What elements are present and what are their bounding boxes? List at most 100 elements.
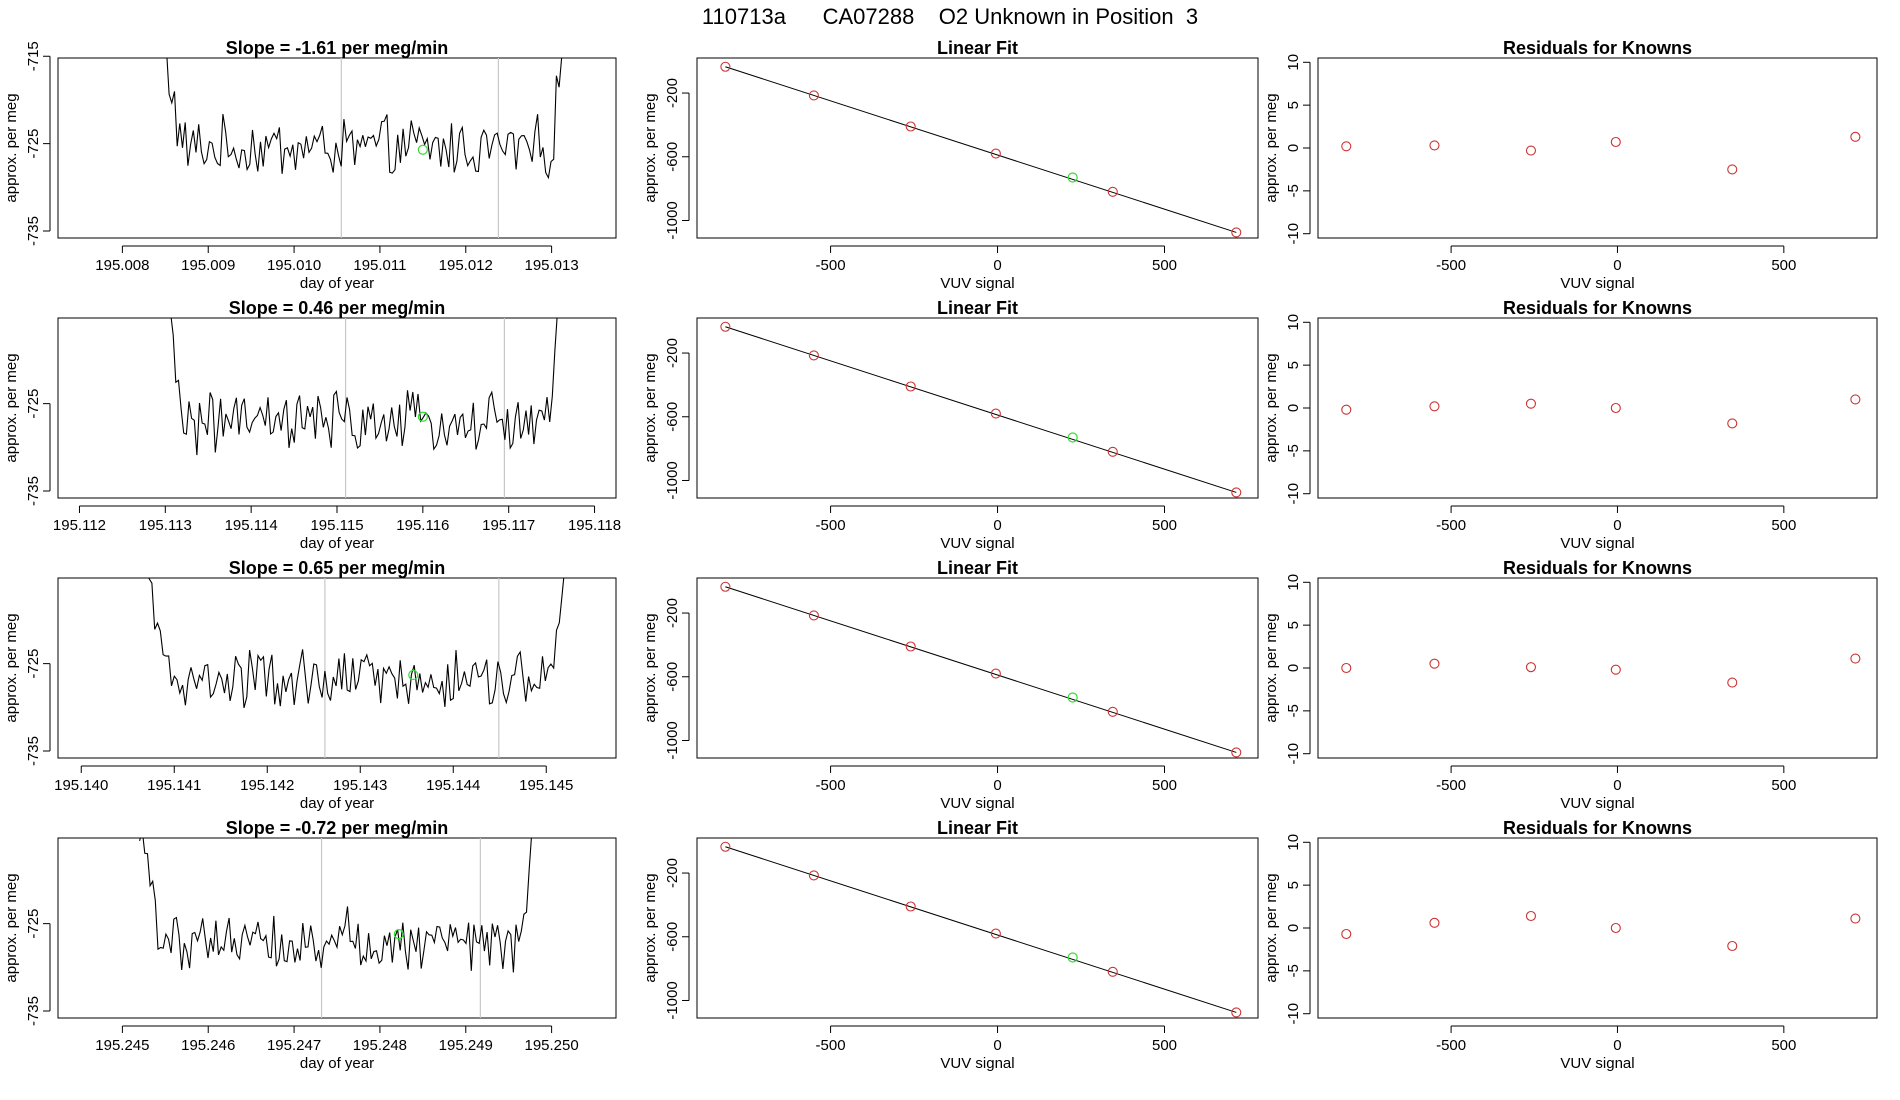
plot-frame — [696, 317, 1259, 499]
x-tick-label: 195.249 — [439, 1037, 493, 1054]
x-tick-label: -500 — [1436, 517, 1466, 534]
x-tick-label: 195.116 — [396, 517, 449, 534]
x-tick-label: -500 — [816, 1037, 846, 1054]
panel-linear_fit-row-3: Linear Fit -500 0 500 VUV signal -200 -600 -100… — [642, 558, 1259, 812]
x-tick-label: 195.248 — [353, 1037, 407, 1054]
residual-point — [1727, 418, 1738, 429]
x-axis: -500 0 500 VUV signal — [1436, 765, 1796, 812]
panel-title: Slope = -0.72 per meg/min — [226, 818, 449, 838]
panel-title: Linear Fit — [937, 818, 1018, 838]
known-standard-point — [808, 90, 819, 101]
x-axis: 195.112 195.113 195.114 195.115 195.116 195.1… — [53, 505, 621, 552]
x-tick-label: 195.013 — [524, 257, 578, 274]
residual-point — [1525, 662, 1537, 673]
y-tick-label: 0 — [1285, 404, 1302, 412]
y-axis: 10 5 0 -5 -10 approx. per meg — [1263, 574, 1311, 765]
panel-residuals-row-1: Residuals for Knowns -500 0 500 VUV signal 10… — [1263, 38, 1878, 292]
x-tick-label: 500 — [1771, 1037, 1796, 1054]
panel-linear_fit-row-4: Linear Fit -500 0 500 VUV signal -200 -600 -100… — [642, 818, 1259, 1072]
panel-residuals-row-2: Residuals for Knowns -500 0 500 VUV signal 10… — [1263, 298, 1878, 552]
residual-point — [1525, 145, 1537, 156]
x-tick-label: 500 — [1771, 257, 1796, 274]
y-axis: -725 -735 approx. per meg — [3, 353, 51, 506]
plot-frame — [1317, 317, 1878, 499]
x-axis-label: VUV signal — [940, 535, 1014, 552]
known-standard-point — [808, 610, 819, 621]
x-axis-label: day of year — [300, 275, 374, 292]
page-title: 110713a CA07288 O2 Unknown in Position 3 — [702, 4, 1198, 29]
residual-point — [1727, 940, 1738, 952]
unknown-sample-point — [1067, 172, 1078, 183]
plot-frame — [57, 577, 617, 759]
x-axis: -500 0 500 VUV signal — [816, 1025, 1177, 1072]
residual-point — [1341, 141, 1352, 152]
y-tick-label: -1000 — [664, 201, 681, 239]
y-tick-label: -10 — [1285, 1003, 1302, 1025]
x-tick-label: -500 — [816, 257, 846, 274]
residual-point — [1610, 402, 1621, 414]
x-tick-label: -500 — [816, 517, 846, 534]
residual-point — [1850, 913, 1861, 924]
known-standard-point — [905, 901, 916, 912]
y-axis-label: approx. per meg — [642, 93, 659, 202]
unknown-sample-point — [1067, 952, 1078, 963]
x-tick-label: 195.113 — [139, 517, 192, 534]
known-standard-point — [1231, 747, 1242, 758]
x-tick-label: 195.245 — [95, 1037, 149, 1054]
x-tick-label: 195.246 — [181, 1037, 235, 1054]
y-axis: -715 -725 -735 approx. per meg — [3, 41, 51, 246]
x-axis: -500 0 500 VUV signal — [816, 505, 1177, 552]
plot-area — [139, 838, 532, 1018]
plot-area — [170, 318, 558, 498]
known-standard-point — [720, 321, 731, 332]
residual-point — [1525, 910, 1537, 922]
x-tick-label: 195.008 — [95, 257, 149, 274]
x-axis: -500 0 500 VUV signal — [1436, 245, 1796, 292]
y-tick-label: -715 — [25, 41, 42, 71]
x-axis-label: VUV signal — [940, 795, 1014, 812]
y-axis: -200 -600 -1000 approx. per meg — [642, 338, 690, 500]
residual-point — [1341, 404, 1352, 415]
x-axis-label: VUV signal — [1560, 275, 1634, 292]
panel-linear_fit-row-1: Linear Fit -500 0 500 VUV signal -200 -600 -100… — [642, 38, 1259, 292]
x-tick-label: -500 — [1436, 1037, 1466, 1054]
known-standard-point — [990, 148, 1001, 159]
panel-title: Linear Fit — [937, 38, 1018, 58]
panel-linear_fit-row-2: Linear Fit -500 0 500 VUV signal -200 -600 -100… — [642, 298, 1259, 552]
per-meg-trace-line — [148, 578, 565, 709]
y-tick-label: 0 — [1285, 924, 1302, 932]
plot-area — [166, 58, 563, 238]
y-tick-label: -725 — [25, 389, 42, 419]
plot-frame — [696, 57, 1259, 239]
x-axis: 195.140 195.141 195.142 195.143 195.144 195.1… — [54, 765, 573, 812]
x-axis-label: VUV signal — [940, 1055, 1014, 1072]
known-standard-point — [808, 350, 819, 361]
y-tick-label: -600 — [664, 922, 681, 952]
x-axis: 195.008 195.009 195.010 195.011 195.012 195.0… — [95, 245, 579, 292]
panel-title: Slope = 0.65 per meg/min — [229, 558, 446, 578]
y-axis: -200 -600 -1000 approx. per meg — [642, 598, 690, 760]
known-standard-point — [1107, 706, 1118, 717]
y-tick-label: -1000 — [664, 461, 681, 499]
y-tick-label: -735 — [25, 476, 42, 506]
fit-line — [725, 846, 1237, 1013]
known-standard-point — [990, 668, 1001, 679]
x-tick-label: 0 — [993, 257, 1001, 274]
plot-area — [720, 321, 1242, 498]
plot-area — [1341, 910, 1861, 952]
y-tick-label: -725 — [25, 129, 42, 159]
known-standard-point — [990, 408, 1001, 419]
x-tick-label: 0 — [1613, 1037, 1621, 1054]
residual-point — [1850, 394, 1861, 405]
known-standard-point — [905, 641, 916, 652]
y-tick-label: 10 — [1285, 834, 1302, 851]
y-tick-label: -1000 — [664, 981, 681, 1019]
x-axis-label: day of year — [300, 795, 374, 812]
plot-area — [1341, 131, 1861, 175]
y-axis-label: approx. per meg — [3, 873, 20, 982]
known-standard-point — [1107, 446, 1118, 457]
x-axis-label: day of year — [300, 1055, 374, 1072]
unknown-sample-point — [1067, 692, 1078, 703]
x-tick-label: 195.010 — [267, 257, 321, 274]
